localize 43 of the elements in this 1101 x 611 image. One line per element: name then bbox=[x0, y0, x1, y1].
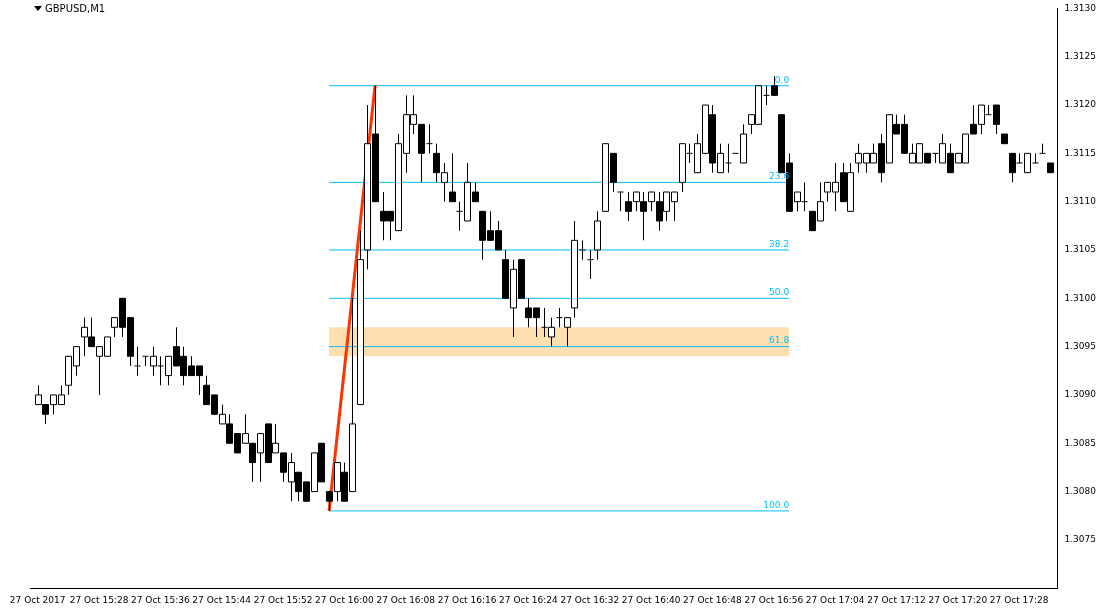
x-tick-label: 27 Oct 17:12 bbox=[867, 594, 926, 605]
x-tick-label: 27 Oct 2017 bbox=[9, 594, 66, 605]
x-tick-label: 27 Oct 15:28 bbox=[69, 594, 129, 605]
x-tick-label: 27 Oct 16:32 bbox=[560, 594, 620, 605]
series-label: 38.2 bbox=[769, 238, 790, 249]
y-tick-label: 1.3125 bbox=[1064, 51, 1097, 62]
y-tick-label: 1.3085 bbox=[1064, 437, 1097, 448]
x-tick-label: 27 Oct 17:20 bbox=[928, 594, 988, 605]
y-tick-label: 1.3075 bbox=[1064, 534, 1097, 545]
y-tick-label: 1.3120 bbox=[1064, 99, 1097, 110]
series-label: 50.0 bbox=[769, 287, 790, 298]
y-tick-label: 1.3130 bbox=[1064, 2, 1097, 13]
x-tick-label: 27 Oct 16:56 bbox=[744, 594, 804, 605]
candlestick bbox=[587, 249, 594, 280]
series-label: 0.0 bbox=[774, 74, 790, 85]
candlestick bbox=[617, 191, 624, 212]
x-tick-label: 27 Oct 16:24 bbox=[499, 594, 559, 605]
candlestick bbox=[134, 346, 141, 377]
x-tick-label: 27 Oct 16:00 bbox=[315, 594, 374, 605]
candlestick bbox=[1039, 143, 1046, 154]
candlestick bbox=[1032, 152, 1039, 164]
y-tick-label: 1.3080 bbox=[1064, 485, 1097, 496]
x-tick-label: 27 Oct 16:08 bbox=[376, 594, 436, 605]
y-tick-label: 1.3115 bbox=[1064, 147, 1097, 158]
y-tick-label: 1.3105 bbox=[1064, 244, 1097, 255]
x-tick-label: 27 Oct 16:48 bbox=[683, 594, 743, 605]
candlestick bbox=[579, 239, 586, 261]
series-label: 61.8 bbox=[769, 335, 790, 346]
x-tick-label: 27 Oct 17:28 bbox=[989, 594, 1049, 605]
x-tick-label: 27 Oct 17:04 bbox=[805, 594, 865, 605]
x-tick-label: 27 Oct 16:40 bbox=[621, 594, 681, 605]
chart-title: GBPUSD,M1 bbox=[45, 3, 106, 14]
x-tick-label: 27 Oct 15:44 bbox=[192, 594, 252, 605]
y-tick-label: 1.3090 bbox=[1064, 389, 1097, 400]
x-tick-label: 27 Oct 15:36 bbox=[131, 594, 190, 605]
y-tick-label: 1.3095 bbox=[1064, 340, 1097, 351]
x-tick-label: 27 Oct 15:52 bbox=[253, 594, 313, 605]
candlestick bbox=[426, 123, 433, 154]
series-label: 100.0 bbox=[763, 499, 790, 510]
x-tick-label: 27 Oct 16:16 bbox=[437, 594, 497, 605]
y-tick-label: 1.3110 bbox=[1064, 196, 1097, 207]
candlestick bbox=[725, 143, 732, 174]
y-tick-label: 1.3100 bbox=[1064, 292, 1097, 303]
